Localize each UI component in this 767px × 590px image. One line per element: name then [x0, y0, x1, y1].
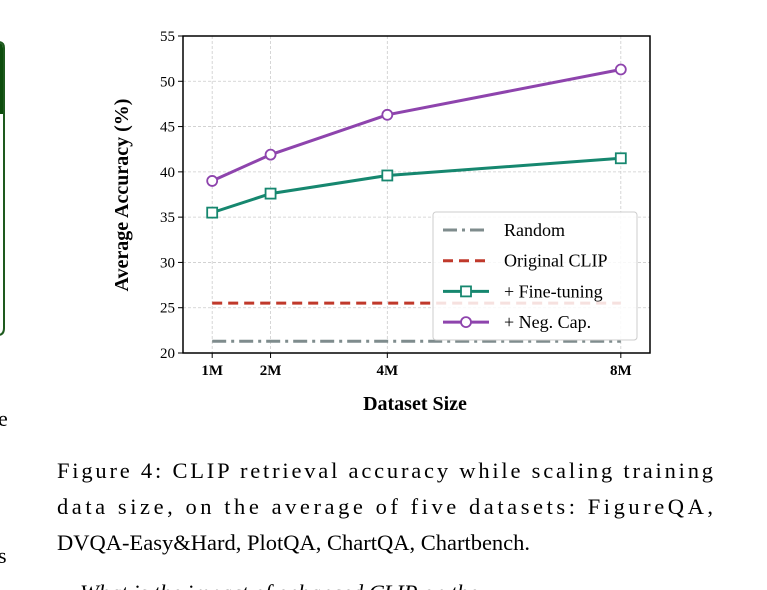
marker: [206, 175, 219, 187]
fragment: s: [0, 543, 7, 568]
caption-line: data size, on the average of five datase…: [57, 494, 713, 519]
marker: [264, 187, 277, 200]
y-tick-label: 30: [160, 255, 175, 271]
y-tick-label: 45: [160, 120, 175, 136]
y-tick-label: 20: [160, 346, 175, 362]
plot: 20 25 30 35 40 45 50 55 1M 2M 4M 8M Random Original C…: [160, 29, 651, 379]
fragment: e: [0, 406, 8, 431]
x-axis-label: Dataset Size: [363, 393, 467, 415]
marker: [264, 148, 277, 161]
y-tick-label: 40: [160, 165, 175, 181]
marker: [614, 63, 627, 76]
marker: [206, 206, 219, 219]
side-box: [0, 41, 5, 336]
legend-label: + Fine-tuning: [504, 281, 603, 301]
legend-label: Original CLIP: [504, 251, 608, 271]
x-tick-label: 1M: [201, 363, 223, 379]
series-line: [211, 156, 621, 215]
next-line: What is the impact of enhanced CLIP on t…: [80, 580, 478, 590]
plot-frame: [182, 35, 651, 354]
y-axis-label: Average Accuracy (%): [111, 99, 133, 292]
y-tick-label: 50: [160, 74, 175, 90]
side-box-header: [0, 43, 3, 114]
x-tick-label: 8M: [610, 363, 632, 379]
caption-line: DVQA-Easy&Hard, PlotQA, ChartQA, Chartbe…: [57, 530, 530, 555]
series-line: [211, 68, 622, 183]
y-tick-label: 55: [160, 29, 175, 45]
x-tick-label: 2M: [260, 363, 282, 379]
legend-marker: [460, 285, 472, 298]
legend-label: Random: [504, 220, 565, 240]
marker: [381, 108, 394, 121]
legend-marker: [460, 316, 472, 329]
y-tick-label: 25: [160, 301, 175, 317]
legend-box: [432, 211, 638, 341]
caption-line: Figure 4: CLIP retrieval accuracy while …: [57, 458, 713, 483]
x-tick-label: 4M: [376, 363, 398, 379]
y-tick-label: 35: [160, 210, 175, 226]
legend-label: + Neg. Cap.: [504, 312, 591, 332]
marker: [614, 152, 627, 165]
marker: [381, 169, 394, 182]
